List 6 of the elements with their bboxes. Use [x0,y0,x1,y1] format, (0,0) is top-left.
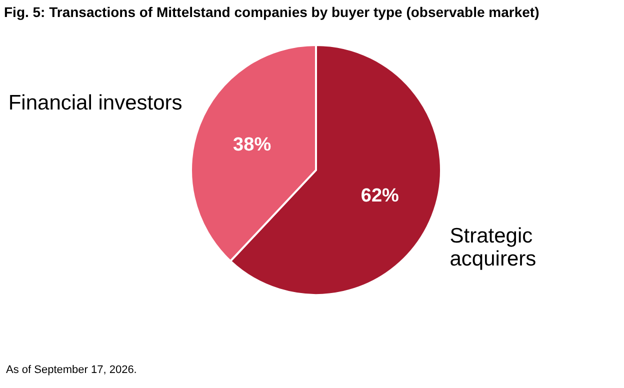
text: As of September 17, 2026. [6,364,137,376]
slice-label: Strategic acquirers [450,224,536,270]
slice-label: Financial investors [8,92,182,115]
data-label: 38% [233,134,272,156]
chart-title: Fig. 5: Transactions of Mittelstand companies by buyer type (observable market) [4,4,540,20]
data-label: 62% [360,185,400,206]
